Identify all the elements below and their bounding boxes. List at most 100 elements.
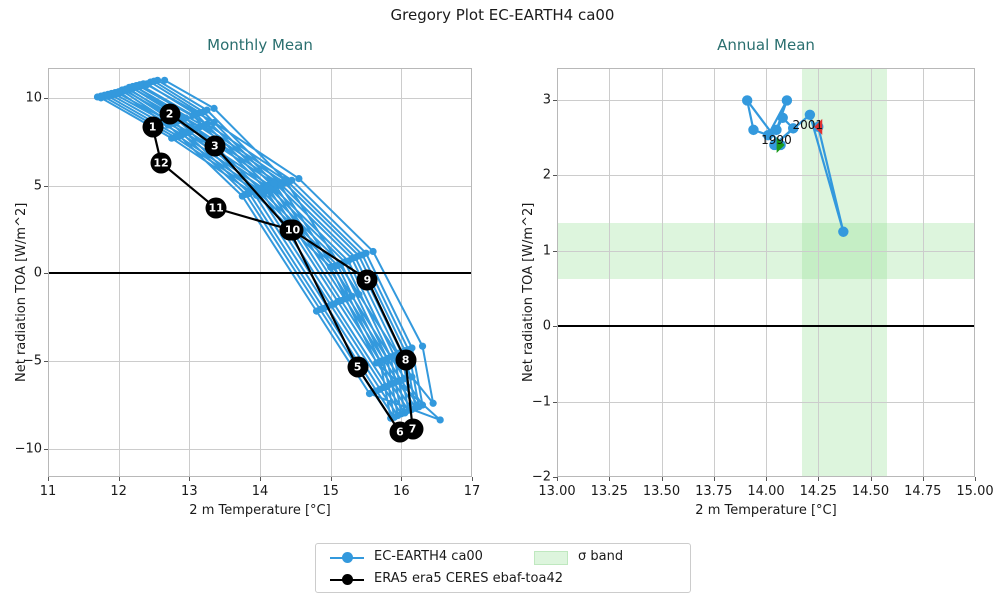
model-point [369, 247, 377, 256]
month-marker: 3 [204, 135, 226, 157]
xtick-label: 12 [110, 484, 127, 499]
month-marker: 8 [395, 349, 417, 371]
ytick-mark [44, 361, 48, 363]
month-marker: 11 [205, 197, 227, 219]
gridline-vertical [923, 68, 924, 477]
model-point [741, 95, 753, 106]
xaxis-label-annual: 2 m Temperature [°C] [695, 503, 837, 518]
model-point [175, 132, 183, 141]
ytick-label: 10 [25, 90, 42, 106]
gridline-horizontal [48, 449, 472, 450]
model-point [373, 359, 381, 367]
month-marker: 2 [159, 103, 181, 125]
plot-area-annual: 1990 2001 [557, 68, 975, 477]
endpoint-marker-layer [776, 118, 823, 153]
model-point [267, 185, 275, 193]
legend-patch-icon [534, 551, 568, 565]
model-point [192, 110, 200, 119]
ytick-mark [44, 273, 48, 275]
ytick-label: −1 [531, 394, 551, 410]
xtick-label: 14.75 [904, 484, 942, 499]
xtick-mark [922, 477, 924, 481]
model-point [210, 104, 218, 112]
xtick-label: 13.75 [695, 484, 733, 499]
month-marker: 7 [402, 418, 424, 440]
xtick-mark [48, 477, 49, 481]
ytick-mark [553, 250, 557, 252]
xtick-label: 15 [322, 484, 339, 499]
gridline-vertical [714, 68, 715, 477]
gridline-horizontal [557, 175, 975, 176]
figure-legend: EC-EARTH4 ca00 ERA5 era5 CERES ebaf-toa4… [315, 543, 691, 593]
model-point [771, 124, 782, 136]
xaxis-label-monthly: 2 m Temperature [°C] [189, 503, 331, 518]
model-point [210, 118, 218, 127]
model-point [281, 175, 289, 184]
gridline-vertical [662, 68, 663, 477]
ytick-label: 3 [542, 92, 551, 108]
ytick-label: −10 [14, 441, 42, 457]
month-marker: 9 [356, 269, 378, 291]
ytick-mark [44, 185, 48, 187]
model-point [245, 189, 253, 198]
gridline-vertical [818, 68, 819, 477]
model-point [199, 122, 208, 130]
ytick-label: 5 [33, 178, 42, 194]
subplot-title-annual: Annual Mean [717, 36, 815, 54]
ytick-label: −5 [22, 353, 42, 369]
xtick-label: 16 [393, 484, 410, 499]
xtick-label: 14.25 [799, 484, 837, 499]
xtick-label: 13.00 [538, 484, 576, 499]
model-point [320, 304, 328, 313]
model-point [132, 83, 140, 91]
model-point [387, 353, 395, 361]
model-point [115, 88, 123, 96]
ytick-label: 2 [542, 167, 551, 183]
ytick-mark [553, 326, 557, 328]
model-point [168, 134, 176, 142]
ytick-mark [553, 477, 557, 478]
xtick-mark [401, 477, 403, 481]
ytick-label: 0 [33, 265, 42, 281]
gridline-horizontal [557, 402, 975, 403]
xtick-mark [870, 477, 872, 481]
model-point [390, 379, 398, 387]
xtick-mark [766, 477, 767, 481]
xtick-label: 14 [251, 484, 269, 499]
legend-marker-icon [342, 574, 353, 585]
model-point [270, 179, 278, 187]
zero-reference-line [48, 272, 472, 275]
model-point [150, 77, 158, 85]
model-point [762, 129, 774, 141]
model-point [418, 342, 427, 350]
model-point [781, 95, 793, 106]
year-annotation: 2001 [792, 118, 824, 133]
xtick-mark [713, 477, 715, 481]
legend-label-reference: ERA5 era5 CERES ebaf-toa42 [374, 571, 563, 586]
model-point [380, 356, 388, 364]
gridline-vertical [609, 68, 610, 477]
model-point [351, 253, 359, 262]
model-point [337, 296, 345, 305]
model-point [748, 124, 759, 136]
xtick-label: 15.00 [956, 484, 994, 499]
model-point [787, 123, 799, 134]
xtick-label: 14.00 [747, 484, 785, 499]
gridline-vertical [766, 68, 767, 477]
xtick-mark [557, 477, 558, 481]
axes-monthly-mean: 123456789101112 [48, 68, 472, 477]
xtick-label: 13 [181, 484, 198, 499]
model-point [355, 290, 363, 299]
gridline-horizontal [557, 251, 975, 252]
model-point [312, 307, 321, 315]
model-point [259, 189, 268, 197]
month-marker: 10 [282, 219, 303, 241]
model-point [397, 376, 405, 385]
gridline-horizontal [48, 98, 472, 99]
model-point [295, 174, 303, 183]
plot-area-monthly: 123456789101112 [48, 68, 472, 477]
xtick-mark [330, 477, 332, 481]
month-marker: 12 [150, 152, 172, 174]
model-point [429, 399, 437, 407]
xtick-mark [189, 477, 191, 481]
